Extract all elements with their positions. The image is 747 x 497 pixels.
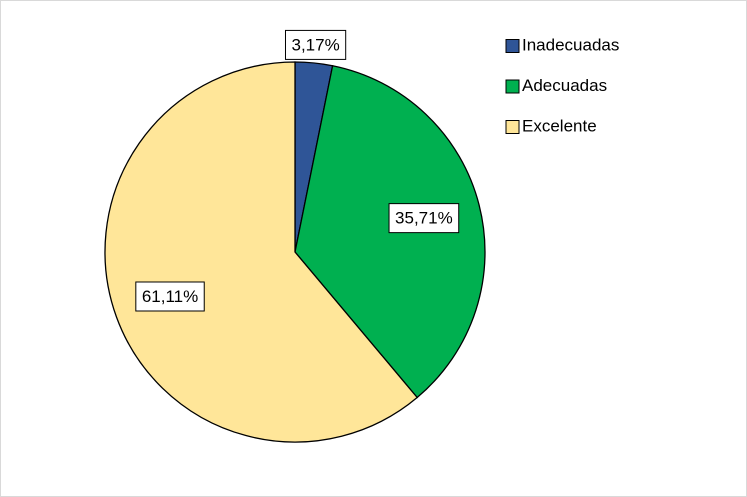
data-label-box [135,281,205,312]
legend-label: Adecuadas [522,76,607,95]
data-label: 61,11% [142,287,198,306]
data-label-box [388,203,460,234]
pie-slice [104,61,419,443]
data-label: 3,17% [291,35,339,54]
legend-swatch [505,79,520,94]
legend-swatch [505,39,520,53]
legend-swatch [505,120,520,134]
data-label: 35,71% [395,209,453,228]
legend-label: Excelente [522,116,597,135]
data-label-box [284,29,347,60]
legend-label: Inadecuadas [522,35,619,54]
